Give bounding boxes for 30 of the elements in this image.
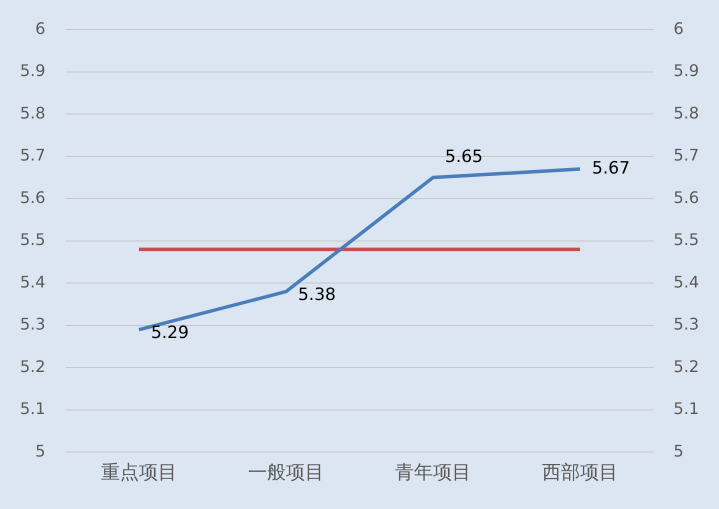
y-tick-label: 5.4 [20,272,46,292]
y2-tick-label: 5 [674,441,684,460]
data-label: 5.65 [445,146,483,167]
y-tick-label: 5.2 [20,356,46,376]
y2-tick-label: 5.6 [674,188,700,207]
x-tick-label: 青年项目 [395,462,472,484]
data-label: 5.29 [150,323,189,344]
x-tick-label: 一般项目 [248,462,324,484]
y-tick-label: 5.1 [20,399,46,418]
y2-tick-label: 5.2 [674,356,700,376]
y-tick-label: 5.3 [20,314,46,334]
y-tick-label: 5.7 [20,146,46,165]
y-tick-label: 5.5 [20,230,46,250]
y2-tick-label: 5.1 [674,399,700,418]
y2-tick-label: 5.7 [674,146,700,165]
y-tick-label: 5.9 [20,61,46,80]
y2-tick-label: 5.3 [674,314,700,334]
y-tick-label: 5.8 [20,103,46,122]
y-tick-label: 5 [35,441,46,460]
y-tick-label: 5.6 [20,188,46,207]
y2-tick-label: 5.4 [674,272,700,292]
data-label: 5.67 [592,158,630,178]
y2-tick-label: 5.5 [674,230,700,250]
y-tick-label: 6 [35,18,46,38]
x-tick-label: 重点项目 [100,462,177,484]
y2-tick-label: 5.9 [674,61,700,80]
data-label: 5.38 [298,285,336,306]
y2-tick-label: 6 [674,18,684,38]
x-tick-label: 西部项目 [542,462,618,484]
y2-tick-label: 5.8 [674,103,700,122]
